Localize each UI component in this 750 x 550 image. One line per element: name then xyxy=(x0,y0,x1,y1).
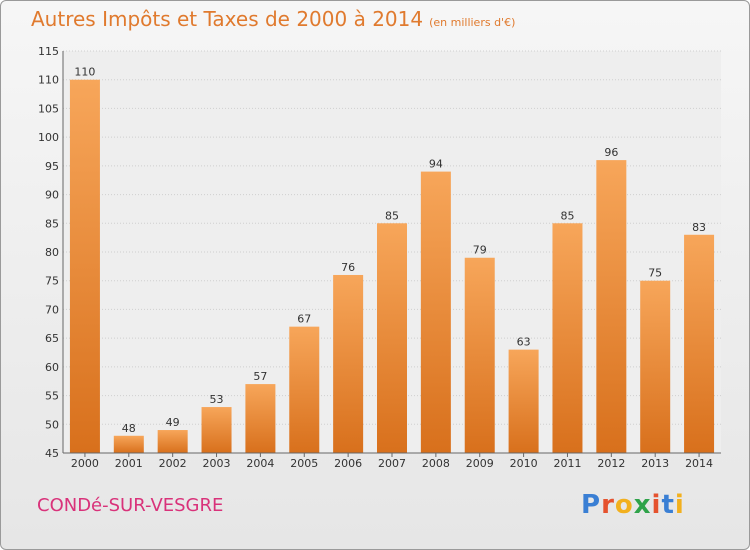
y-tick-label: 105 xyxy=(38,102,59,115)
x-tick-label: 2006 xyxy=(334,457,362,470)
bar-2013 xyxy=(640,280,671,453)
bar-value-label: 63 xyxy=(517,336,531,349)
logo-letter: i xyxy=(674,490,685,520)
x-tick-label: 2013 xyxy=(641,457,669,470)
bar-2002 xyxy=(157,430,188,453)
bar-2011 xyxy=(552,223,583,453)
x-tick-label: 2005 xyxy=(290,457,318,470)
logo-letter: r xyxy=(601,490,615,520)
bar-layer xyxy=(69,79,715,453)
y-tick-label: 95 xyxy=(45,160,59,173)
logo-letter: x xyxy=(633,490,652,520)
bar-value-label: 48 xyxy=(122,422,136,435)
x-tick-label: 2010 xyxy=(510,457,538,470)
proxiti-logo[interactable]: Proxiti xyxy=(581,490,685,520)
x-tick-label: 2004 xyxy=(246,457,274,470)
y-tick-label: 65 xyxy=(45,332,59,345)
chart-title-text: Autres Impôts et Taxes de 2000 à 2014 xyxy=(31,7,424,31)
y-tick-label: 55 xyxy=(45,390,59,403)
y-tick-label: 110 xyxy=(38,74,59,87)
bar-value-label: 75 xyxy=(648,267,662,280)
bar-value-label: 76 xyxy=(341,261,355,274)
bar-2014 xyxy=(684,234,715,453)
bar-2005 xyxy=(289,326,320,453)
x-tick-label: 2012 xyxy=(597,457,625,470)
x-tick-label: 2002 xyxy=(159,457,187,470)
logo-letter: t xyxy=(661,490,675,520)
y-tick-label: 75 xyxy=(45,275,59,288)
chart-subtitle: (en milliers d'€) xyxy=(429,16,516,29)
y-tick-label: 115 xyxy=(38,45,59,58)
chart-title: Autres Impôts et Taxes de 2000 à 2014 (en… xyxy=(31,7,515,31)
commune-name: CONDé-SUR-VESGRE xyxy=(37,495,224,516)
bar-2007 xyxy=(377,223,407,453)
axis-layer: 45 50 55 60 65 70 75 80 85 90 95 100 105 110 115 2000 20… xyxy=(38,45,721,470)
bar-value-label: 110 xyxy=(74,66,95,79)
bar-value-label: 57 xyxy=(253,370,267,383)
bar-2003 xyxy=(201,407,232,453)
y-tick-label: 90 xyxy=(45,189,59,202)
bar-2006 xyxy=(333,274,364,453)
x-tick-label: 2003 xyxy=(203,457,231,470)
logo-letter: P xyxy=(581,490,602,520)
x-tick-label: 2000 xyxy=(71,457,99,470)
bar-value-label: 79 xyxy=(473,244,487,257)
bar-value-label: 85 xyxy=(385,209,399,222)
bar-2010 xyxy=(508,349,539,453)
bar-value-label: 94 xyxy=(429,158,443,171)
x-tick-label: 2011 xyxy=(553,457,581,470)
bar-value-label: 53 xyxy=(210,393,224,406)
y-tick-label: 45 xyxy=(45,447,59,460)
logo-letter: i xyxy=(651,490,662,520)
bar-value-label: 83 xyxy=(692,221,706,234)
bar-2000 xyxy=(69,79,100,453)
bar-2001 xyxy=(113,435,144,453)
x-tick-label: 2008 xyxy=(422,457,450,470)
logo-letter: o xyxy=(614,490,634,520)
bar-2009 xyxy=(464,257,495,453)
x-tick-label: 2007 xyxy=(378,457,406,470)
x-tick-label: 2009 xyxy=(466,457,494,470)
y-tick-label: 50 xyxy=(45,418,59,431)
bar-2012 xyxy=(596,160,627,453)
bar-2008 xyxy=(420,171,451,453)
y-tick-label: 85 xyxy=(45,217,59,230)
bar-value-label: 49 xyxy=(166,416,180,429)
bar-value-label: 85 xyxy=(560,209,574,222)
bar-value-label: 67 xyxy=(297,313,311,326)
x-tick-label: 2001 xyxy=(115,457,143,470)
label-layer: 110 48 49 53 57 67 76 85 94 79 63 85 96 75 83 xyxy=(74,66,706,435)
x-tick-label: 2014 xyxy=(685,457,713,470)
y-tick-label: 60 xyxy=(45,361,59,374)
bar-value-label: 96 xyxy=(604,146,618,159)
bar-2004 xyxy=(245,384,276,453)
y-tick-label: 100 xyxy=(38,131,59,144)
y-tick-label: 80 xyxy=(45,246,59,259)
y-tick-label: 70 xyxy=(45,303,59,316)
